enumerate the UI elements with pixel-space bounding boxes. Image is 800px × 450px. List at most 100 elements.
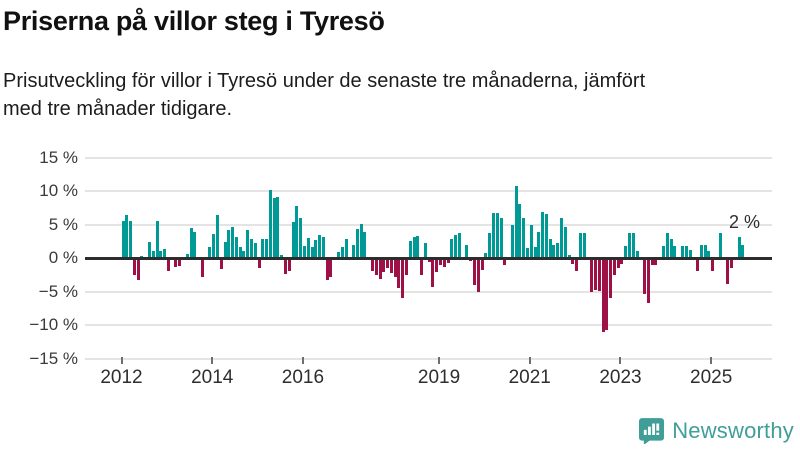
zero-axis-line bbox=[85, 256, 772, 260]
bar bbox=[711, 258, 715, 271]
bar bbox=[737, 236, 741, 258]
bar bbox=[454, 235, 458, 258]
bar bbox=[389, 258, 393, 274]
bar bbox=[321, 236, 325, 258]
bar bbox=[718, 232, 722, 258]
bar bbox=[597, 258, 601, 291]
bar bbox=[412, 236, 416, 258]
bar bbox=[284, 258, 288, 275]
bar bbox=[522, 218, 526, 258]
bar bbox=[533, 246, 537, 258]
gridline bbox=[85, 357, 772, 360]
bar bbox=[707, 250, 711, 258]
bar bbox=[624, 245, 628, 258]
bar bbox=[514, 185, 518, 258]
x-axis-tick bbox=[120, 357, 123, 364]
x-axis-tick-label: 2021 bbox=[508, 367, 551, 388]
y-axis-tick-label: −5 % bbox=[38, 281, 78, 301]
bar bbox=[125, 215, 129, 258]
x-axis-tick-label: 2025 bbox=[690, 367, 733, 388]
bar bbox=[208, 247, 212, 258]
bar bbox=[299, 217, 303, 258]
bar bbox=[344, 238, 348, 258]
bar bbox=[261, 239, 265, 258]
bar bbox=[571, 258, 575, 265]
bar bbox=[382, 258, 386, 273]
bar bbox=[408, 241, 412, 258]
bar bbox=[397, 258, 401, 289]
bar bbox=[363, 231, 367, 258]
bar bbox=[476, 258, 480, 293]
bar bbox=[132, 258, 136, 276]
bar bbox=[582, 233, 586, 258]
y-axis-tick-label: −10 % bbox=[29, 315, 78, 334]
bar bbox=[457, 232, 461, 258]
bar bbox=[484, 253, 488, 258]
gridline bbox=[85, 324, 772, 326]
bar bbox=[575, 258, 579, 272]
bar bbox=[386, 258, 390, 269]
y-axis-tick-label: 0 % bbox=[48, 248, 78, 267]
bar bbox=[219, 258, 223, 269]
bar bbox=[405, 258, 408, 276]
bar bbox=[578, 232, 582, 258]
bar bbox=[306, 237, 310, 258]
bar bbox=[559, 217, 563, 258]
bar bbox=[234, 236, 238, 258]
bar bbox=[231, 226, 235, 258]
bar bbox=[646, 258, 650, 303]
bar bbox=[378, 258, 382, 279]
gridline bbox=[85, 156, 772, 159]
bar bbox=[257, 258, 261, 269]
bar bbox=[227, 229, 231, 258]
bar bbox=[136, 258, 140, 281]
x-axis-tick bbox=[211, 357, 214, 364]
bar bbox=[163, 248, 167, 258]
bar bbox=[594, 258, 597, 291]
bar bbox=[654, 258, 658, 266]
bar bbox=[352, 245, 356, 258]
bar bbox=[439, 258, 443, 265]
x-axis-tick bbox=[301, 357, 304, 364]
bar bbox=[488, 233, 492, 258]
bar bbox=[336, 251, 340, 258]
bar bbox=[129, 221, 133, 258]
bar bbox=[359, 223, 363, 258]
bar bbox=[473, 258, 477, 285]
bar bbox=[265, 239, 269, 258]
x-axis-tick-label: 2016 bbox=[281, 367, 325, 388]
bar bbox=[178, 258, 182, 267]
bar bbox=[495, 213, 499, 258]
bar bbox=[510, 224, 514, 258]
bar bbox=[431, 258, 435, 288]
bar-chart-speech-bubble-icon bbox=[638, 417, 665, 444]
bar bbox=[525, 247, 529, 258]
page-title: Priserna på villor steg i Tyresö bbox=[3, 6, 385, 36]
bar bbox=[416, 235, 420, 258]
bar bbox=[314, 239, 318, 258]
y-axis-tick-label: −15 % bbox=[29, 348, 78, 368]
bar bbox=[491, 213, 495, 258]
bar bbox=[465, 244, 469, 258]
bar bbox=[442, 258, 446, 267]
newsworthy-logo[interactable]: Newsworthy bbox=[638, 417, 794, 444]
bar bbox=[253, 242, 257, 258]
bar bbox=[401, 258, 405, 299]
bar bbox=[159, 250, 163, 258]
bar bbox=[212, 233, 216, 258]
bar bbox=[688, 249, 692, 258]
bar bbox=[643, 258, 647, 294]
bar bbox=[730, 258, 734, 269]
bar bbox=[374, 258, 378, 275]
x-axis-tick-label: 2019 bbox=[417, 367, 461, 388]
bar bbox=[552, 245, 556, 258]
bar bbox=[537, 231, 541, 258]
bar bbox=[216, 215, 219, 258]
x-axis-tick bbox=[528, 357, 531, 364]
bar bbox=[620, 258, 624, 265]
bar bbox=[628, 232, 632, 258]
bar bbox=[302, 245, 306, 258]
bar bbox=[427, 258, 431, 263]
